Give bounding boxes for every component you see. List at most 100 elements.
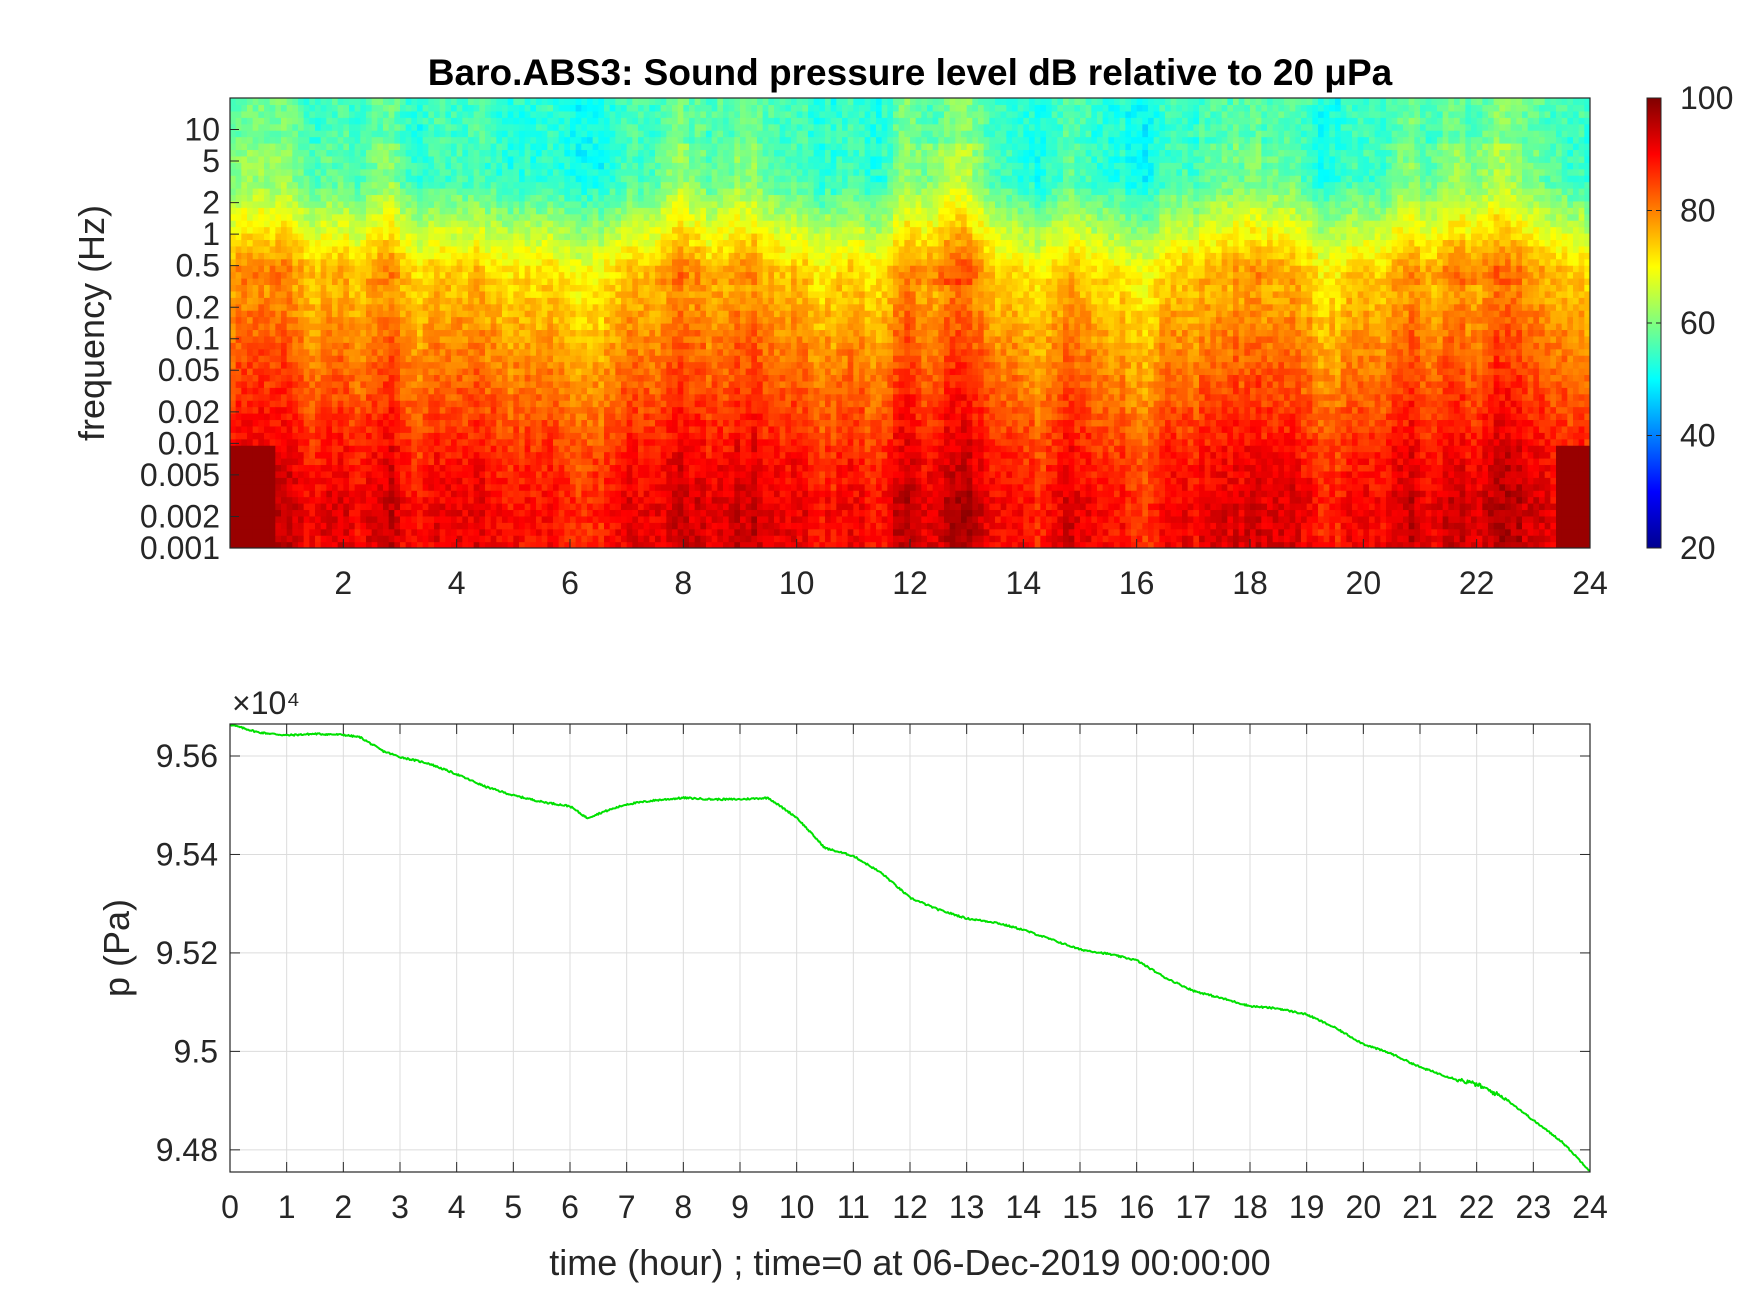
heatmap-cell: [349, 130, 356, 138]
heatmap-cell: [456, 271, 463, 279]
heatmap-cell: [445, 117, 452, 125]
heatmap-cell: [292, 432, 299, 440]
heatmap-cell: [400, 265, 407, 273]
heatmap-cell: [326, 130, 333, 138]
heatmap-cell: [269, 175, 276, 183]
heatmap-cell: [445, 438, 452, 446]
heatmap-cell: [258, 175, 265, 183]
heatmap-cell: [252, 226, 259, 234]
heatmap-cell: [530, 207, 537, 215]
heatmap-cell: [575, 509, 582, 517]
heatmap-cell: [609, 477, 616, 485]
heatmap-cell: [513, 335, 520, 343]
heatmap-cell: [507, 194, 514, 202]
heatmap-cell: [604, 438, 611, 446]
heatmap-cell: [485, 226, 492, 234]
heatmap-cell: [570, 213, 577, 221]
heatmap-cell: [337, 213, 344, 221]
heatmap-cell: [479, 194, 486, 202]
heatmap-cell: [587, 303, 594, 311]
heatmap-cell: [473, 323, 480, 331]
heatmap-cell: [428, 220, 435, 228]
heatmap-cell: [286, 110, 293, 118]
heatmap-cell: [468, 258, 475, 266]
heatmap-cell: [553, 342, 560, 350]
heatmap-cell: [241, 130, 248, 138]
heatmap-cell: [445, 522, 452, 530]
heatmap-cell: [626, 348, 633, 356]
heatmap-cell: [632, 477, 639, 485]
heatmap-cell: [530, 355, 537, 363]
heatmap-cell: [400, 509, 407, 517]
heatmap-cell: [581, 233, 588, 241]
heatmap-cell: [462, 181, 469, 189]
heatmap-cell: [575, 278, 582, 286]
heatmap-cell: [598, 245, 605, 253]
heatmap-cell: [343, 297, 350, 305]
heatmap-cell: [371, 303, 378, 311]
heatmap-cell: [626, 278, 633, 286]
heatmap-cell: [490, 316, 497, 324]
heatmap-cell: [292, 496, 299, 504]
heatmap-cell: [541, 245, 548, 253]
heatmap-cell: [485, 438, 492, 446]
heatmap-cell: [417, 290, 424, 298]
heatmap-cell: [575, 110, 582, 118]
heatmap-cell: [366, 207, 373, 215]
heatmap-cell: [564, 413, 571, 421]
heatmap-cell: [394, 168, 401, 176]
heatmap-cell: [269, 368, 276, 376]
heatmap-cell: [366, 419, 373, 427]
heatmap-cell: [417, 528, 424, 536]
heatmap-cell: [298, 303, 305, 311]
heatmap-cell: [422, 149, 429, 157]
heatmap-cell: [269, 458, 276, 466]
heatmap-cell: [592, 207, 599, 215]
heatmap-cell: [428, 233, 435, 241]
heatmap-cell: [615, 535, 622, 543]
heatmap-cell: [490, 207, 497, 215]
heatmap-cell: [258, 477, 265, 485]
heatmap-cell: [383, 464, 390, 472]
heatmap-cell: [626, 284, 633, 292]
heatmap-cell: [337, 123, 344, 131]
heatmap-cell: [570, 258, 577, 266]
heatmap-cell: [587, 194, 594, 202]
heatmap-cell: [349, 162, 356, 170]
heatmap-cell: [524, 413, 531, 421]
heatmap-cell: [281, 368, 288, 376]
heatmap-cell: [428, 290, 435, 298]
heatmap-cell: [332, 541, 339, 548]
heatmap-cell: [524, 123, 531, 131]
heatmap-cell: [451, 355, 458, 363]
heatmap-cell: [615, 303, 622, 311]
heatmap-cell: [456, 329, 463, 337]
heatmap-cell: [609, 213, 616, 221]
heatmap-cell: [558, 168, 565, 176]
heatmap-cell: [252, 355, 259, 363]
heatmap-cell: [445, 290, 452, 298]
heatmap-cell: [524, 278, 531, 286]
heatmap-cell: [326, 348, 333, 356]
heatmap-cell: [286, 515, 293, 523]
heatmap-cell: [354, 117, 361, 125]
heatmap-cell: [626, 213, 633, 221]
heatmap-cell: [519, 509, 526, 517]
heatmap-cell: [292, 528, 299, 536]
heatmap-cell: [332, 200, 339, 208]
heatmap-cell: [496, 155, 503, 163]
heatmap-cell: [326, 278, 333, 286]
heatmap-cell: [434, 284, 441, 292]
heatmap-cell: [609, 130, 616, 138]
heatmap-cell: [241, 393, 248, 401]
heatmap-cell: [230, 98, 237, 106]
heatmap-cell: [394, 136, 401, 144]
heatmap-cell: [490, 181, 497, 189]
heatmap-cell: [422, 239, 429, 247]
heatmap-cell: [621, 515, 628, 523]
heatmap-cell: [309, 252, 316, 260]
heatmap-cell: [337, 175, 344, 183]
heatmap-cell: [388, 348, 395, 356]
heatmap-cell: [405, 200, 412, 208]
heatmap-cell: [320, 271, 327, 279]
